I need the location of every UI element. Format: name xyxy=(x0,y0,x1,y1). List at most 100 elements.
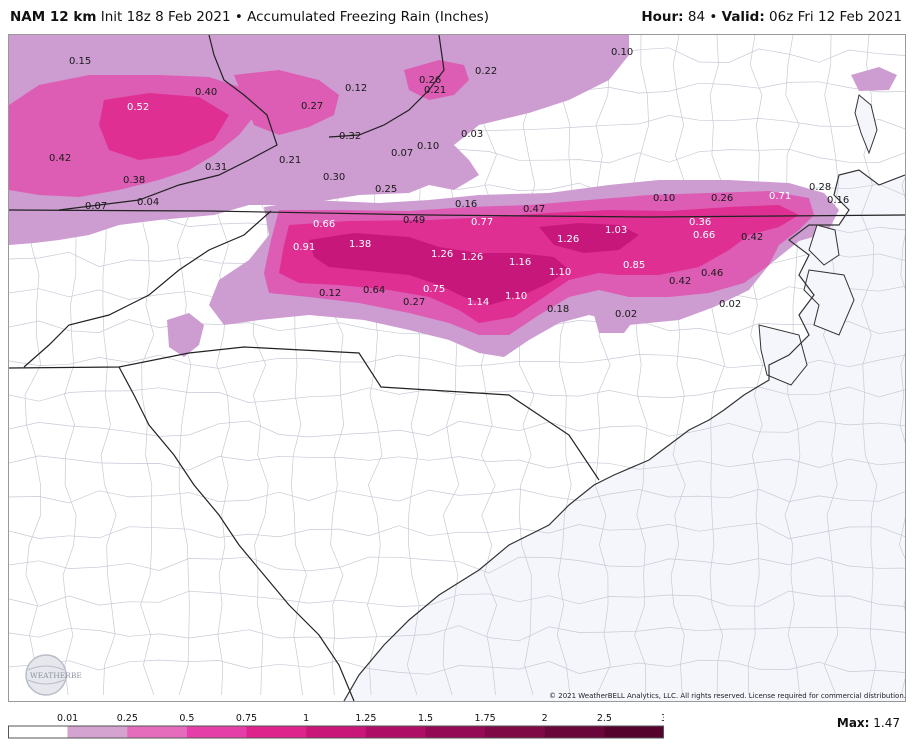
product-name: Accumulated Freezing Rain (Inches) xyxy=(247,9,489,25)
legend-tick-label: 1.75 xyxy=(475,713,496,724)
legend-tick-label: 2 xyxy=(542,713,548,724)
county-line xyxy=(594,35,611,696)
freezing-rain-map: 0.15 0.52 0.40 0.27 0.12 0.26 0.21 0.22 0.10 0.32… xyxy=(9,35,905,701)
accumulation-label: 1.16 xyxy=(509,257,531,268)
nc-sc-border xyxy=(9,346,600,481)
legend-swatch xyxy=(8,725,69,739)
accumulation-label: 0.10 xyxy=(417,141,439,152)
bullet-separator: • xyxy=(234,9,243,25)
accumulation-label: 0.16 xyxy=(827,195,849,206)
accumulation-label: 0.26 xyxy=(711,193,733,204)
legend-tick-label: 0.75 xyxy=(236,713,257,724)
county-line xyxy=(518,35,536,696)
accumulation-label: 1.26 xyxy=(431,249,453,260)
accumulation-label: 1.10 xyxy=(549,267,571,278)
legend-swatch xyxy=(306,726,367,738)
accumulation-label: 0.46 xyxy=(701,268,723,279)
accumulation-label: 0.16 xyxy=(455,199,477,210)
md-va-border xyxy=(328,35,445,138)
valid-label: Valid: xyxy=(721,9,765,25)
county-line xyxy=(747,35,764,696)
legend-swatch xyxy=(485,726,546,738)
legend-tick-label: 0.01 xyxy=(57,713,78,724)
county-line xyxy=(899,176,905,696)
model-name: NAM 12 km xyxy=(10,9,97,25)
map-panel: 0.15 0.52 0.40 0.27 0.12 0.26 0.21 0.22 0.10 0.32… xyxy=(8,34,906,702)
legend-tick-label: 0.5 xyxy=(179,713,194,724)
medium-band-north xyxy=(234,70,339,135)
accumulation-labels: 0.15 0.52 0.40 0.27 0.12 0.26 0.21 0.22 0.10 0.32… xyxy=(49,47,849,320)
accumulation-label: 0.18 xyxy=(547,304,569,315)
accumulation-label: 0.21 xyxy=(279,155,301,166)
accumulation-label: 1.26 xyxy=(557,234,579,245)
state-borders xyxy=(9,35,905,701)
accumulation-label: 0.32 xyxy=(339,131,361,142)
accumulation-label: 0.40 xyxy=(195,87,217,98)
county-line xyxy=(670,35,687,696)
accumulation-label: 0.22 xyxy=(475,66,497,77)
accumulation-label: 0.52 xyxy=(127,102,149,113)
accumulation-label: 0.07 xyxy=(391,148,413,159)
legend-tick-label: 1.5 xyxy=(418,713,433,724)
accumulation-label: 0.10 xyxy=(653,193,675,204)
accumulation-label: 1.38 xyxy=(349,239,371,250)
bay-inlet xyxy=(808,224,840,266)
max-value-box: Max: 1.47 xyxy=(837,716,900,730)
accumulation-label: 0.12 xyxy=(345,83,367,94)
accumulation-label: 0.38 xyxy=(123,175,145,186)
water-features xyxy=(758,94,878,386)
wv-va-border xyxy=(58,35,278,211)
logo-globe-icon: WEATHERBELL xyxy=(25,654,92,696)
accumulation-label: 0.91 xyxy=(293,242,315,253)
accumulation-label: 0.27 xyxy=(403,297,425,308)
accumulation-label: 0.15 xyxy=(69,56,91,67)
accumulation-label: 1.14 xyxy=(467,297,489,308)
light-blob-west xyxy=(167,313,204,357)
freezing-rain-shading xyxy=(9,35,897,357)
sound-inlet xyxy=(803,269,855,336)
accumulation-label: 0.27 xyxy=(301,101,323,112)
legend-tick-label: 1 xyxy=(303,713,309,724)
accumulation-label: 1.03 xyxy=(605,225,627,236)
init-time: Init 18z 8 Feb 2021 xyxy=(100,9,231,25)
accumulation-label: 0.21 xyxy=(424,85,446,96)
accumulation-label: 1.26 xyxy=(461,252,483,263)
accumulation-label: 0.42 xyxy=(49,153,71,164)
accumulation-label: 0.66 xyxy=(313,219,335,230)
county-line xyxy=(556,35,573,696)
accumulation-label: 0.42 xyxy=(669,276,691,287)
legend-swatch xyxy=(246,726,307,738)
header-left: NAM 12 km Init 18z 8 Feb 2021 • Accumula… xyxy=(10,9,489,25)
hour-label: Hour: xyxy=(641,9,684,25)
county-line xyxy=(9,522,905,540)
ga-sc-border xyxy=(118,366,355,701)
accumulation-label: 1.10 xyxy=(505,291,527,302)
heavy-band-west xyxy=(99,93,229,160)
accumulation-label: 0.85 xyxy=(623,260,645,271)
legend-tick-label: 3 xyxy=(661,713,664,724)
county-line xyxy=(9,354,905,369)
county-line xyxy=(9,488,905,504)
accumulation-label: 0.71 xyxy=(769,191,791,202)
light-blob-south xyxy=(594,310,634,333)
accumulation-label: 0.02 xyxy=(719,299,741,310)
legend-swatch xyxy=(544,726,605,738)
accumulation-label: 0.04 xyxy=(137,197,159,208)
county-line xyxy=(480,35,498,696)
accumulation-label: 0.64 xyxy=(363,285,385,296)
header-right: Hour: 84 • Valid: 06z Fri 12 Feb 2021 xyxy=(641,9,902,25)
legend-swatch xyxy=(67,726,128,738)
coastline xyxy=(343,169,905,701)
accumulation-label: 0.02 xyxy=(615,309,637,320)
legend-frame xyxy=(8,725,664,739)
accumulation-label: 0.25 xyxy=(375,184,397,195)
legend-swatch xyxy=(365,726,426,738)
county-line xyxy=(9,659,905,675)
county-line xyxy=(708,35,725,696)
max-value: 1.47 xyxy=(873,716,900,730)
hour-value: 84 xyxy=(687,9,706,25)
copyright-notice: © 2021 WeatherBELL Analytics, LLC. All r… xyxy=(549,692,906,700)
county-line xyxy=(9,386,905,403)
legend-swatch xyxy=(604,726,664,738)
chesapeake-inlet xyxy=(854,94,878,155)
